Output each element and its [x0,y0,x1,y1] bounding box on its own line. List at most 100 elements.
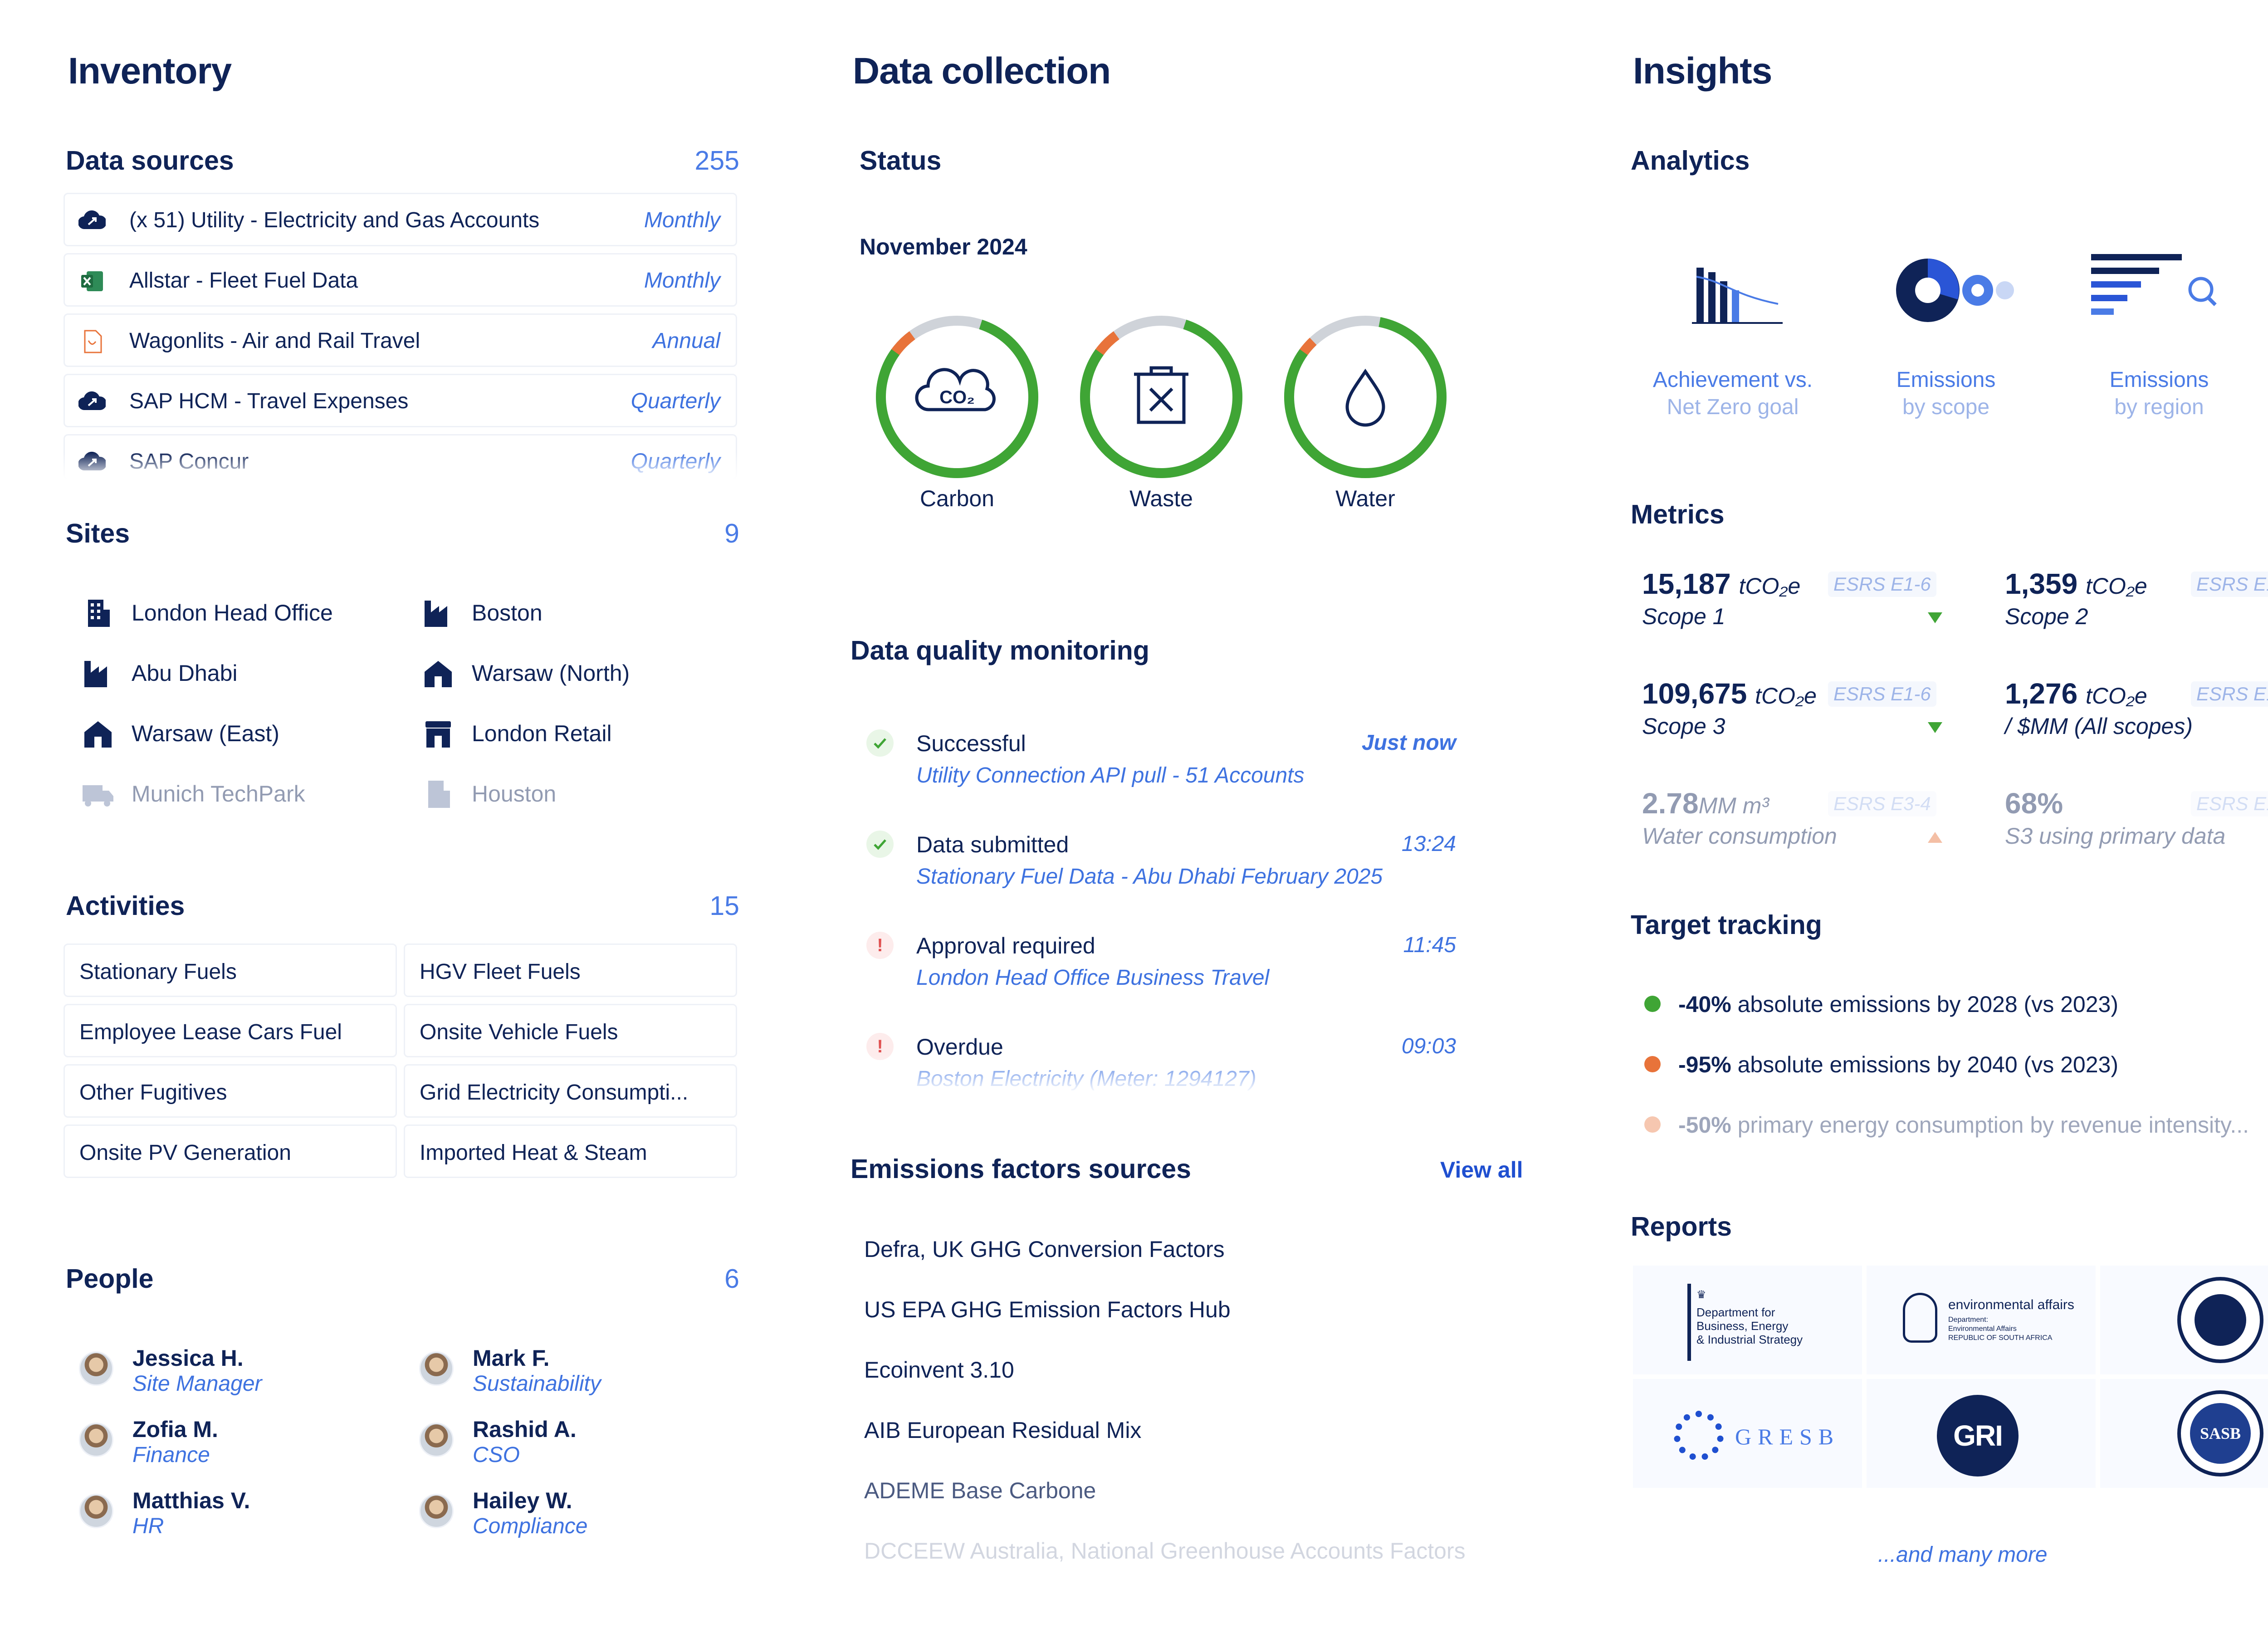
view-all-link[interactable]: View all [1440,1157,1523,1183]
metric-card[interactable]: 15,187 tCO₂e Scope 1 ESRS E1-6 [1642,567,1996,640]
data-quality-item[interactable]: ! Overdue Boston Electricity (Meter: 129… [848,1029,1483,1093]
metric-card[interactable]: 109,675 tCO₂e Scope 3 ESRS E1-6 [1642,677,1996,749]
beis-logo-text: & Industrial Strategy [1696,1333,1803,1346]
analytics-label: Emissions [1896,368,1996,392]
site-item[interactable]: Houston [404,775,739,812]
crest-icon: ♛ [1696,1289,1706,1301]
site-label: Boston [472,600,543,626]
data-source-label: (x 51) Utility - Electricity and Gas Acc… [129,208,540,232]
metric-card[interactable]: 1,359 tCO₂e Scope 2 ESRS E1-6 [2005,567,2268,640]
activity-item[interactable]: Employee Lease Cars Fuel [64,1004,397,1057]
site-item[interactable]: London Retail [404,715,739,751]
warning-icon: ! [866,1033,894,1060]
site-item[interactable]: Boston [404,594,739,631]
emission-factor-source[interactable]: DCCEEW Australia, National Greenhouse Ac… [864,1538,1466,1564]
report-logo-environmental-affairs[interactable]: environmental affairs Department: Enviro… [1867,1266,2096,1374]
analytics-card[interactable]: Achievement vs. Net Zero goal [1633,231,1833,440]
site-item[interactable]: London Head Office [64,594,399,631]
person-item[interactable]: Rashid A. CSO [404,1416,739,1480]
reports-logo-grid: ♛ Department for Business, Energy & Indu… [1633,1266,2268,1501]
site-item[interactable]: Warsaw (East) [64,715,399,751]
pdf-icon [78,329,106,354]
target-item[interactable]: -95% absolute emissions by 2040 (vs 2023… [1628,1047,2268,1083]
house-icon [81,719,115,748]
person-item[interactable]: Zofia M. Finance [64,1416,399,1480]
inventory-title: Inventory [68,50,232,92]
data-source-row[interactable]: Allstar - Fleet Fuel Data Monthly [64,253,737,307]
status-ring-waste[interactable]: Waste [1075,311,1247,528]
activity-item[interactable]: HGV Fleet Fuels [404,944,737,997]
person-role: HR [132,1514,164,1538]
person-role: Finance [132,1443,210,1467]
status-ring-carbon[interactable]: CO₂ Carbon [871,311,1043,528]
activity-label: Onsite Vehicle Fuels [420,1020,618,1044]
emission-factor-source[interactable]: Defra, UK GHG Conversion Factors [864,1237,1225,1262]
data-source-row[interactable]: SAP Concur Quarterly [64,434,737,479]
analytics-card[interactable]: Emissions by region [2059,231,2259,440]
person-item[interactable]: Jessica H. Site Manager [64,1345,399,1408]
person-name: Mark F. [473,1345,550,1371]
data-source-row[interactable]: Wagonlits - Air and Rail Travel Annual [64,313,737,367]
data-quality-item[interactable]: Successful Utility Connection API pull -… [848,726,1483,816]
status-ring-water[interactable]: Water [1279,311,1452,528]
person-item[interactable]: Hailey W. Compliance [404,1487,739,1551]
trend-down-icon [1928,612,1942,623]
report-logo-gri[interactable]: GRI [1867,1379,2096,1488]
data-source-row[interactable]: SAP HCM - Travel Expenses Quarterly [64,374,737,427]
site-item[interactable]: Warsaw (North) [404,655,739,691]
more-reports-link[interactable]: ...and many more [1878,1543,2048,1567]
activity-item[interactable]: Imported Heat & Steam [404,1125,737,1178]
data-source-row[interactable]: (x 51) Utility - Electricity and Gas Acc… [64,193,737,246]
report-logo-sasb[interactable]: SASB [2100,1379,2268,1488]
person-name: Matthias V. [132,1488,250,1513]
metric-card[interactable]: 1,276 tCO₂e / $MM (All scopes) ESRS E1-6 [2005,677,2268,749]
person-item[interactable]: Mark F. Sustainability [404,1345,739,1408]
analytics-card[interactable]: Emissions by scope [1846,231,2046,440]
report-logo-gresb[interactable]: GRESB [1633,1379,1862,1488]
data-quality-status: Overdue [916,1034,1003,1060]
metric-label: / $MM (All scopes) [2005,714,2193,739]
person-item[interactable]: Matthias V. HR [64,1487,399,1551]
cloud-sync-icon [78,208,107,234]
site-item[interactable]: Abu Dhabi [64,655,399,691]
emission-factor-source[interactable]: AIB European Residual Mix [864,1418,1142,1443]
insights-title: Insights [1633,50,1772,92]
avatar [419,1423,454,1457]
esrs-tag: ESRS E1-6 [2191,681,2268,707]
sasb-logo-text: SASB [2190,1403,2251,1464]
data-quality-item[interactable]: ! Approval required London Head Office B… [848,928,1483,1019]
co2-icon-text: CO₂ [939,387,975,407]
report-logo-beis[interactable]: ♛ Department for Business, Energy & Indu… [1633,1266,1862,1374]
data-source-frequency: Monthly [644,269,720,293]
emission-factor-source[interactable]: ADEME Base Carbone [864,1478,1096,1503]
activity-label: Onsite PV Generation [79,1141,291,1165]
report-logo-sec-seal[interactable] [2100,1266,2268,1374]
gri-logo-text: GRI [1937,1395,2019,1477]
metric-card[interactable]: 2.78MM m³ Water consumption ESRS E3-4 [1642,787,1996,859]
metric-card[interactable]: 68% S3 using primary data ESRS E1-6 [2005,787,2268,859]
activity-item[interactable]: Stationary Fuels [64,944,397,997]
emission-factor-source[interactable]: US EPA GHG Emission Factors Hub [864,1297,1231,1322]
data-source-label: Wagonlits - Air and Rail Travel [129,329,420,353]
activity-label: Grid Electricity Consumpti... [420,1081,689,1105]
activity-item[interactable]: Onsite PV Generation [64,1125,397,1178]
person-role: CSO [473,1443,520,1467]
ring-issue-arc [876,316,1038,478]
avatar [419,1351,454,1386]
emission-factor-source[interactable]: Ecoinvent 3.10 [864,1357,1014,1383]
site-item[interactable]: Munich TechPark [64,775,399,812]
analytics-title: Analytics [1631,146,1750,176]
activity-item[interactable]: Grid Electricity Consumpti... [404,1064,737,1118]
data-source-frequency: Monthly [644,208,720,232]
activity-label: Stationary Fuels [79,960,237,984]
progress-ring: CO₂ [876,316,1038,478]
target-item[interactable]: -50% primary energy consumption by reven… [1628,1107,2268,1144]
ring-issue-arc [1080,316,1242,478]
target-item[interactable]: -40% absolute emissions by 2028 (vs 2023… [1628,987,2268,1023]
activity-item[interactable]: Onsite Vehicle Fuels [404,1004,737,1057]
check-icon [866,729,894,757]
data-quality-item[interactable]: Data submitted Stationary Fuel Data - Ab… [848,827,1483,918]
person-name: Hailey W. [473,1488,572,1513]
activity-item[interactable]: Other Fugitives [64,1064,397,1118]
